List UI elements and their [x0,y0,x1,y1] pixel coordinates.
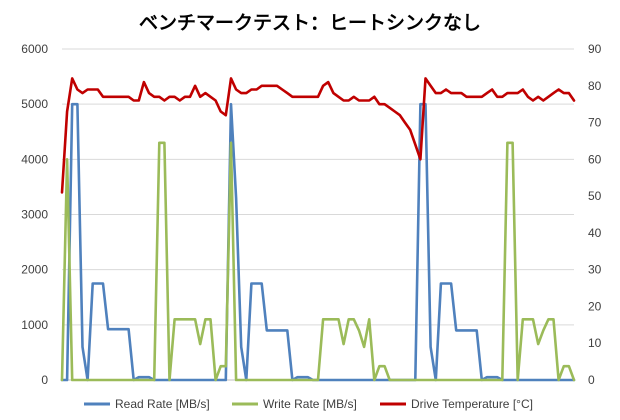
y-tick-label-right: 30 [588,263,602,277]
y-tick-label-left: 0 [41,373,48,387]
y-tick-label-left: 2000 [21,263,48,277]
y-tick-label-left: 4000 [21,152,48,166]
legend-label-1: Read Rate [MB/s] [115,397,210,411]
y-tick-label-right: 90 [588,42,602,56]
y-tick-label-right: 20 [588,299,602,313]
y-tick-label-right: 60 [588,152,602,166]
y-tick-label-right: 40 [588,226,602,240]
legend-label-3: Drive Temperature [°C] [411,397,533,411]
y-tick-label-left: 5000 [21,97,48,111]
series-line-1 [60,102,576,382]
chart-title: ベンチマークテスト：ヒートシンクなし [138,12,481,34]
y-tick-label-right: 10 [588,336,602,350]
y-tick-label-right: 80 [588,79,602,93]
series-line-3 [60,77,576,194]
legend-label-2: Write Rate [MB/s] [263,397,357,411]
y-tick-label-right: 0 [588,373,595,387]
y-tick-label-left: 6000 [21,42,48,56]
y-tick-label-right: 70 [588,116,602,130]
y-tick-label-left: 3000 [21,208,48,222]
y-tick-label-right: 50 [588,189,602,203]
series-line-2 [60,141,576,382]
y-tick-label-left: 1000 [21,318,48,332]
